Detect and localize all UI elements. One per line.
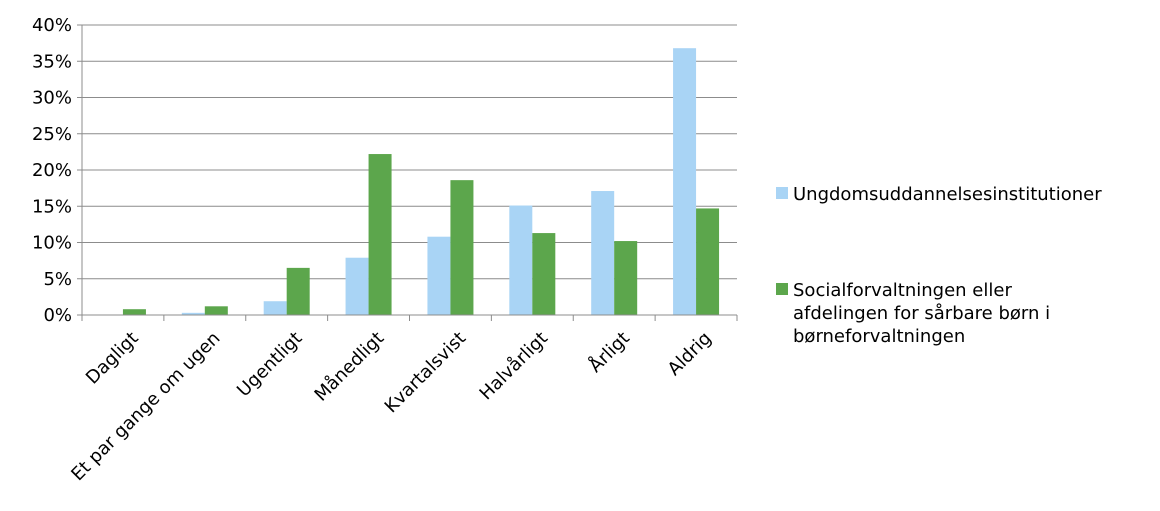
bar-series2-3 — [286, 267, 310, 315]
bar-series2-8 — [696, 208, 720, 315]
legend-swatch-series2 — [776, 283, 788, 295]
bars — [122, 48, 720, 315]
gridlines — [82, 24, 737, 280]
bar-series2-2 — [204, 306, 228, 315]
bar-series1-8 — [673, 48, 697, 315]
bar-series1-7 — [591, 191, 615, 315]
legend-label-series2: Socialforvaltningen eller — [793, 280, 1012, 301]
bar-series2-4 — [368, 154, 392, 315]
x-tick-label: Ugentligt — [233, 328, 306, 401]
x-tick-label: Kvartalsvist — [381, 328, 470, 417]
y-tick-label: 0% — [43, 305, 72, 326]
bar-series1-6 — [509, 205, 533, 315]
x-tick-label: Halvårligt — [476, 328, 552, 404]
y-tick-label: 15% — [32, 196, 72, 217]
bar-series2-5 — [450, 180, 474, 315]
x-tick-label: Årligt — [584, 327, 634, 377]
legend-label-series2: børneforvaltningen — [793, 326, 965, 347]
legend-label-series1: Ungdomsuddannelsesinstitutioner — [793, 184, 1102, 205]
y-tick-label: 20% — [32, 160, 72, 181]
y-tick-label: 40% — [32, 15, 72, 36]
axes — [77, 24, 738, 321]
y-tick-label: 5% — [43, 269, 72, 290]
x-tick-label: Et par gange om ugen — [67, 328, 224, 485]
x-tick-label: Månedligt — [311, 328, 389, 406]
bar-series1-5 — [427, 236, 451, 315]
legend: Ungdomsuddannelsesinstitutioner Socialfor… — [776, 184, 1102, 347]
bar-series2-6 — [532, 233, 556, 315]
bar-series1-4 — [345, 257, 369, 315]
bar-series1-3 — [263, 301, 287, 315]
y-tick-labels: 0% 5% 10% 15% 20% 25% 30% 35% 40% — [32, 15, 72, 326]
bar-series2-7 — [614, 241, 638, 315]
x-tick-label: Dagligt — [82, 328, 143, 389]
y-tick-label: 25% — [32, 124, 72, 145]
bar-series1-2 — [181, 312, 205, 315]
legend-swatch-series1 — [776, 187, 788, 199]
y-tick-label: 30% — [32, 88, 72, 109]
y-tick-label: 35% — [32, 51, 72, 72]
x-tick-label: Aldrig — [664, 328, 716, 380]
legend-label-series2: afdelingen for sårbare børn i — [793, 303, 1050, 324]
bar-series2-1 — [122, 309, 146, 315]
y-tick-label: 10% — [32, 233, 72, 254]
